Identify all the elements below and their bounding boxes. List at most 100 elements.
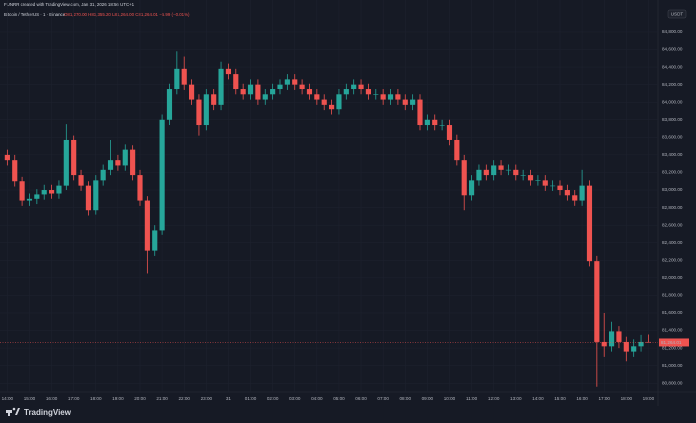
x-tick-label: 22:00 — [178, 396, 190, 401]
candle-body — [292, 79, 298, 85]
currency-box[interactable] — [667, 9, 687, 19]
candle-body — [520, 175, 526, 176]
candle-body — [439, 125, 445, 126]
logo — [6, 407, 20, 416]
candle-body — [255, 84, 261, 100]
candle-body — [631, 346, 637, 352]
x-tick-label: 13:00 — [510, 396, 522, 401]
candle-body — [299, 84, 305, 90]
candle-body — [233, 74, 239, 90]
x-tick-label: 17:00 — [598, 396, 610, 401]
x-tick-label: 20:00 — [134, 396, 146, 401]
candle-body — [387, 94, 394, 100]
candle-body — [85, 185, 91, 211]
x-tick-label: 05:00 — [333, 396, 345, 401]
candle-body — [461, 160, 467, 196]
candle-body — [579, 185, 585, 201]
candle-body — [181, 68, 187, 85]
y-tick-label: 82,800.00 — [662, 205, 683, 210]
candle-body — [196, 99, 202, 126]
candle-body — [432, 119, 438, 126]
candle-body — [351, 84, 357, 90]
x-tick-label: 14:00 — [2, 396, 14, 401]
candles — [4, 51, 651, 387]
y-tick-label: 82,200.00 — [662, 257, 683, 262]
x-tick-label: 18:00 — [90, 396, 102, 401]
y-tick-label: 81,200.00 — [662, 345, 683, 350]
y-tick-label: 84,800.00 — [662, 29, 683, 34]
x-tick-label: 12:00 — [488, 396, 500, 401]
candle-body — [513, 169, 519, 176]
candle-body — [446, 125, 453, 140]
x-tick-label: 03:00 — [289, 396, 301, 401]
candle-body — [122, 149, 128, 166]
x-tick-label: 11:00 — [466, 396, 478, 401]
ohlc-legend: O81,270.00 H81,355.20 L81,264.00 C81,264… — [64, 12, 190, 17]
candle-body — [373, 94, 379, 95]
y-tick-label: 82,400.00 — [662, 240, 683, 245]
candle-body — [218, 68, 224, 105]
candle-body — [417, 99, 423, 126]
candle-body — [380, 94, 386, 100]
candle-body — [535, 180, 541, 181]
candle-body — [601, 341, 607, 347]
x-tick-label: 23:00 — [201, 396, 213, 401]
candle-body — [314, 94, 320, 100]
candle-body — [4, 154, 10, 161]
y-tick-label: 83,200.00 — [662, 170, 683, 175]
candle-body — [454, 139, 460, 161]
candle-body — [343, 89, 349, 95]
x-tick-label: 01:00 — [245, 396, 257, 401]
y-tick-label: 82,600.00 — [662, 222, 683, 227]
y-tick-label: 84,600.00 — [662, 47, 683, 52]
candle-body — [137, 175, 143, 201]
candle-body — [93, 180, 99, 211]
last-price-label: 81,264.01 — [661, 340, 682, 345]
candle-body — [564, 190, 570, 196]
currency[interactable]: USDT — [671, 12, 684, 17]
candle-body — [34, 194, 40, 199]
candle-body — [166, 89, 173, 120]
candle-body — [225, 68, 231, 75]
candle-body — [527, 175, 534, 181]
y-tick-label: 81,800.00 — [662, 293, 683, 298]
candle-body — [247, 84, 254, 95]
candle-body — [63, 139, 69, 186]
candle-body — [189, 84, 195, 100]
candle-body — [203, 94, 209, 126]
candle-body — [115, 160, 121, 166]
y-tick-label: 84,200.00 — [662, 82, 683, 87]
y-tick-label: 80,800.00 — [662, 380, 683, 385]
candle-body — [469, 180, 475, 196]
symbol: Bitcoin / TetherUS · 1 · Binance — [4, 12, 66, 17]
y-tick-label: 83,800.00 — [662, 117, 683, 122]
candle-body — [26, 198, 33, 201]
candle-body — [336, 94, 342, 110]
candle-body — [270, 89, 276, 95]
candle-body — [277, 84, 283, 90]
x-tick-label: 09:00 — [422, 396, 434, 401]
y-tick-label: 84,000.00 — [662, 99, 683, 104]
candle-body — [542, 180, 548, 186]
y-tick-label: 84,400.00 — [662, 64, 683, 69]
candle-body — [616, 331, 622, 342]
x-tick-label: 07:00 — [377, 396, 389, 401]
candle-body — [609, 331, 615, 347]
candle-body — [130, 149, 136, 176]
candle-body — [491, 165, 497, 176]
last-price-box — [659, 338, 689, 347]
candle-body — [56, 185, 62, 194]
candle-body — [638, 341, 644, 347]
candle-body — [321, 99, 327, 105]
candle-body — [159, 119, 165, 231]
candle-body — [476, 169, 482, 181]
brand: TradingView — [24, 408, 72, 417]
x-tick-label: 15:00 — [554, 396, 566, 401]
x-tick-label: 18:00 — [621, 396, 633, 401]
candle-body — [505, 169, 511, 171]
y-tick-label: 83,400.00 — [662, 152, 683, 157]
x-tick-label: 17:00 — [68, 396, 80, 401]
y-tick-label: 81,000.00 — [662, 363, 683, 368]
